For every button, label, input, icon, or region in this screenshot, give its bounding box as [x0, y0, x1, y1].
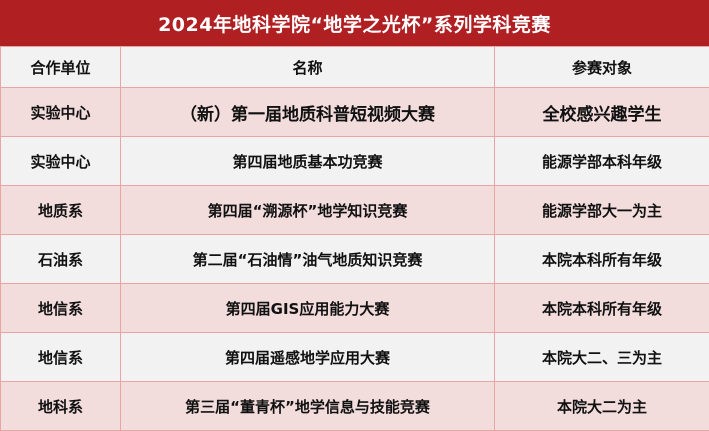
- cell-unit: 地科系: [1, 382, 121, 431]
- cell-name: 第四届遥感地学应用大赛: [121, 333, 495, 382]
- table-row: 实验中心 第四届地质基本功竞赛 能源学部本科年级: [1, 137, 709, 186]
- table-row: 地信系 第四届GIS应用能力大赛 本院本科所有年级: [1, 284, 709, 333]
- cell-unit: 实验中心: [1, 88, 121, 137]
- table-title: 2024年地科学院“地学之光杯”系列学科竞赛: [0, 0, 709, 46]
- cell-target: 本院本科所有年级: [495, 284, 709, 333]
- cell-name: 第四届GIS应用能力大赛: [121, 284, 495, 333]
- cell-target: 本院大二为主: [495, 382, 709, 431]
- cell-name: 第三届“董青杯”地学信息与技能竞赛: [121, 382, 495, 431]
- table-row: 石油系 第二届“石油情”油气地质知识竞赛 本院本科所有年级: [1, 235, 709, 284]
- header-name: 名称: [121, 47, 495, 88]
- table-row: 实验中心 （新）第一届地质科普短视频大赛 全校感兴趣学生: [1, 88, 709, 137]
- cell-name: （新）第一届地质科普短视频大赛: [121, 88, 495, 137]
- cell-unit: 地信系: [1, 284, 121, 333]
- cell-target: 本院大二、三为主: [495, 333, 709, 382]
- cell-target: 本院本科所有年级: [495, 235, 709, 284]
- table-row: 地科系 第三届“董青杯”地学信息与技能竞赛 本院大二为主: [1, 382, 709, 431]
- cell-unit: 石油系: [1, 235, 121, 284]
- cell-unit: 地信系: [1, 333, 121, 382]
- table-row: 地质系 第四届“溯源杯”地学知识竞赛 能源学部大一为主: [1, 186, 709, 235]
- header-target: 参赛对象: [495, 47, 709, 88]
- cell-name: 第四届“溯源杯”地学知识竞赛: [121, 186, 495, 235]
- cell-unit: 实验中心: [1, 137, 121, 186]
- cell-unit: 地质系: [1, 186, 121, 235]
- header-unit: 合作单位: [1, 47, 121, 88]
- cell-target: 全校感兴趣学生: [495, 88, 709, 137]
- cell-target: 能源学部大一为主: [495, 186, 709, 235]
- cell-name: 第二届“石油情”油气地质知识竞赛: [121, 235, 495, 284]
- header-row: 合作单位 名称 参赛对象: [1, 47, 709, 88]
- cell-name: 第四届地质基本功竞赛: [121, 137, 495, 186]
- table-row: 地信系 第四届遥感地学应用大赛 本院大二、三为主: [1, 333, 709, 382]
- cell-target: 能源学部本科年级: [495, 137, 709, 186]
- competition-table: 合作单位 名称 参赛对象 实验中心 （新）第一届地质科普短视频大赛 全校感兴趣学…: [0, 46, 709, 431]
